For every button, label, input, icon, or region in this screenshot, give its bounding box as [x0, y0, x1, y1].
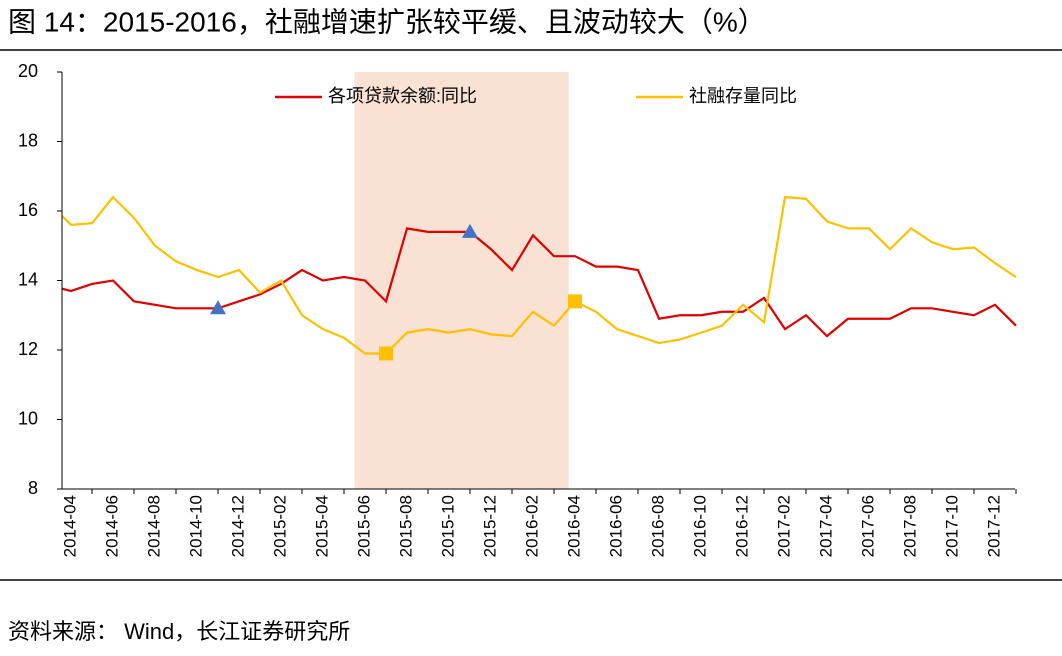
- series-line: [62, 227, 1017, 338]
- x-tick-label: 2015-10: [438, 495, 457, 557]
- chart-title: 图 14：2015-2016，社融增速扩张较平缓、且波动较大（%）: [8, 6, 766, 37]
- y-tick-label: 18: [18, 130, 38, 150]
- x-tick-label: 2017-08: [900, 495, 919, 557]
- x-tick-label: 2016-10: [690, 495, 709, 557]
- x-tick-label: 2017-02: [774, 495, 793, 557]
- highlight-marker: [379, 346, 393, 361]
- y-tick-label: 10: [18, 408, 38, 428]
- x-tick-label: 2015-08: [396, 495, 415, 557]
- y-tick-label: 16: [18, 200, 38, 220]
- x-tick-label: 2015-06: [354, 495, 373, 557]
- x-tick-label: 2015-12: [480, 495, 499, 557]
- x-tick-label: 2014-10: [186, 495, 205, 557]
- x-tick-label: 2015-02: [270, 495, 289, 557]
- y-tick-label: 14: [18, 269, 38, 289]
- x-tick-label: 2017-12: [984, 495, 1003, 557]
- highlight-marker: [568, 294, 582, 309]
- x-tick-label: 2016-02: [522, 495, 541, 557]
- x-tick-label: 2016-12: [732, 495, 751, 557]
- x-tick-label: 2014-08: [144, 495, 163, 557]
- shaded-period: [354, 72, 569, 489]
- x-tick-label: 2016-08: [648, 495, 667, 557]
- source: 资料来源： Wind，长江证券研究所: [8, 619, 350, 644]
- legend-label: 社融存量同比: [689, 86, 797, 106]
- x-tick-label: 2016-06: [606, 495, 625, 557]
- y-tick-label: 20: [18, 61, 38, 81]
- x-tick-label: 2017-06: [858, 495, 877, 557]
- highlight-marker: [462, 223, 478, 238]
- highlight-marker: [210, 300, 226, 315]
- legend-label: 各项贷款余额:同比: [328, 86, 477, 106]
- x-tick-label: 2017-10: [942, 495, 961, 557]
- y-tick-label: 12: [18, 339, 38, 359]
- x-tick-label: 2014-12: [228, 495, 247, 557]
- x-tick-label: 2014-04: [60, 495, 79, 557]
- series-line: [62, 195, 1017, 355]
- plot-area: [62, 72, 1017, 489]
- x-tick-label: 2017-04: [816, 495, 835, 557]
- x-tick-label: 2014-06: [102, 495, 121, 557]
- x-tick-label: 2015-04: [312, 495, 331, 557]
- y-tick-label: 8: [28, 478, 38, 498]
- x-tick-label: 2016-04: [564, 495, 583, 557]
